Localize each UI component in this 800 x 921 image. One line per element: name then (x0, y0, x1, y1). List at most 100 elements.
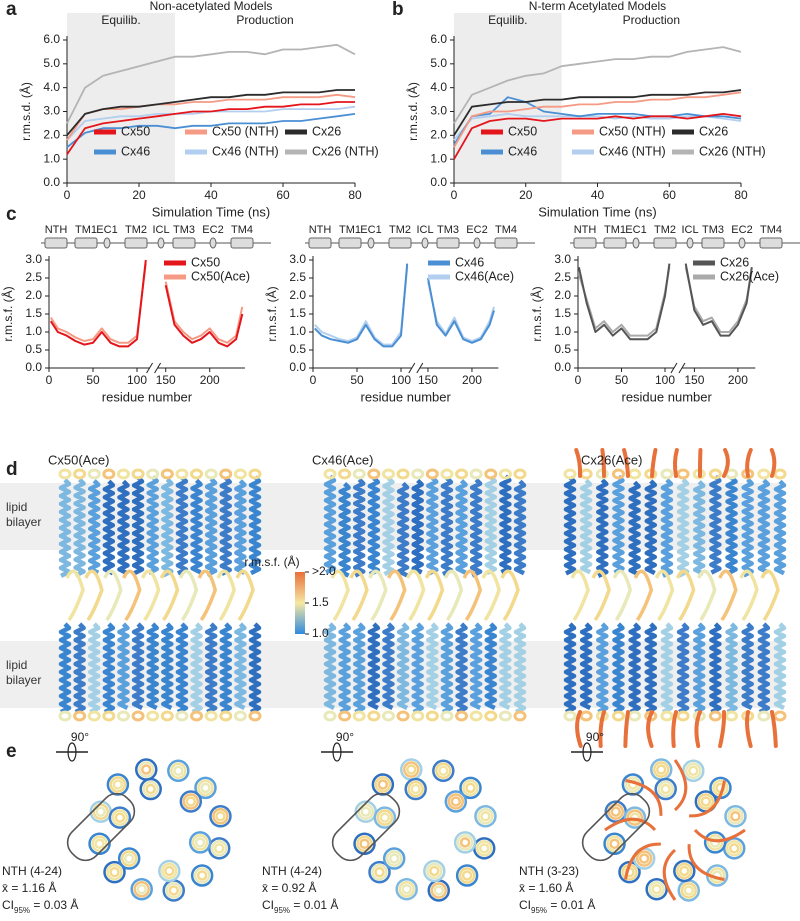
panel-letter: a (6, 0, 17, 20)
junction-loop (103, 569, 123, 622)
helix-top (210, 840, 228, 857)
helix (725, 622, 738, 715)
helix-top (117, 847, 141, 870)
y-tick-label: 3.0 (289, 252, 306, 266)
helix-top (209, 805, 232, 828)
helix-top (188, 831, 212, 854)
helix-top (426, 862, 443, 880)
helix-top (635, 850, 653, 867)
y-tick-label: 3.0 (25, 252, 42, 266)
topology-label: TM2 (389, 224, 411, 236)
helix-top (173, 765, 184, 777)
helix (484, 475, 498, 576)
loop (219, 468, 233, 480)
helix (579, 478, 593, 575)
helix (219, 622, 233, 715)
series-line (453, 91, 742, 148)
loop (146, 468, 160, 480)
topology-label: TM3 (173, 224, 195, 236)
flexible-terminus (671, 710, 678, 748)
loop (58, 710, 72, 722)
helix (175, 622, 189, 715)
loop (579, 710, 593, 722)
helix (146, 622, 159, 711)
loop (411, 468, 425, 480)
y-tick-label: 2.0 (25, 288, 42, 302)
loop (87, 710, 101, 722)
helix (367, 476, 381, 577)
x-tick-label: 0 (46, 373, 53, 387)
axis-break (416, 362, 424, 374)
helix (234, 479, 247, 575)
y-tick-label: 0.5 (25, 342, 42, 356)
junction-loop (197, 569, 218, 622)
membrane-label: lipid bilayer (6, 658, 42, 687)
loop (628, 468, 642, 480)
helix-top (145, 783, 156, 795)
junction-loop (739, 569, 759, 622)
flexible-terminus (672, 448, 679, 478)
topology-label: TM1 (604, 224, 626, 236)
y-tick-label: 1.0 (289, 324, 306, 338)
chart-title: N-term Acetylated Models (529, 0, 666, 13)
x-tick-label: 50 (350, 373, 364, 387)
helix-top (610, 806, 622, 817)
ci-prefix: CI (519, 898, 531, 912)
loop (611, 468, 625, 480)
equilibration-shade (67, 13, 175, 183)
y-axis-label: r.m.s.d. (Å) (18, 82, 33, 141)
loop (396, 468, 410, 480)
x-axis-label: residue number (361, 389, 452, 404)
flexible-terminus (745, 710, 753, 748)
flexible-terminus (600, 448, 607, 478)
helix (338, 622, 351, 715)
helix-top (194, 837, 206, 848)
helix (117, 622, 130, 711)
helix-top (706, 834, 724, 851)
helix-top (606, 835, 623, 852)
loop (469, 468, 483, 480)
loop (676, 710, 690, 722)
loop (367, 468, 381, 480)
loop (219, 710, 233, 722)
rotation-label: 90° (71, 730, 89, 744)
helix-top (607, 803, 625, 820)
loop (204, 710, 218, 722)
helix-top (111, 809, 129, 826)
helix-top (654, 777, 677, 801)
helix (146, 475, 159, 575)
topology-box (436, 237, 460, 249)
helix-top (461, 870, 473, 881)
topology-box (308, 237, 332, 249)
junction-loop (760, 569, 780, 622)
y-tick-label: 5.0 (43, 56, 60, 70)
helix (612, 622, 625, 715)
colorbar-tick-label: 1.5 (312, 595, 329, 609)
ci-subscript: 95% (274, 906, 290, 915)
helix (596, 478, 609, 578)
loop (396, 710, 410, 722)
loop (367, 710, 381, 722)
helix-top (109, 866, 120, 878)
flexible-terminus (623, 710, 630, 748)
loop (190, 468, 204, 480)
helix-top (212, 808, 229, 825)
chart-title: Non-acetylated Models (150, 0, 273, 13)
helix-top (478, 843, 490, 854)
topology-loop (421, 237, 429, 249)
helix (596, 622, 609, 715)
junction-loop (424, 569, 445, 622)
y-tick-label: 0.5 (289, 342, 306, 356)
x-tick-label: 0 (310, 373, 317, 387)
loop (160, 710, 174, 722)
rotation-label: 90° (586, 730, 604, 744)
helix (87, 622, 101, 715)
helix (499, 474, 512, 575)
junction-loop (159, 569, 180, 622)
helix (131, 622, 145, 711)
helix-top (373, 806, 397, 829)
loop (676, 468, 690, 480)
junction-loop (654, 569, 675, 622)
helix (455, 479, 468, 575)
